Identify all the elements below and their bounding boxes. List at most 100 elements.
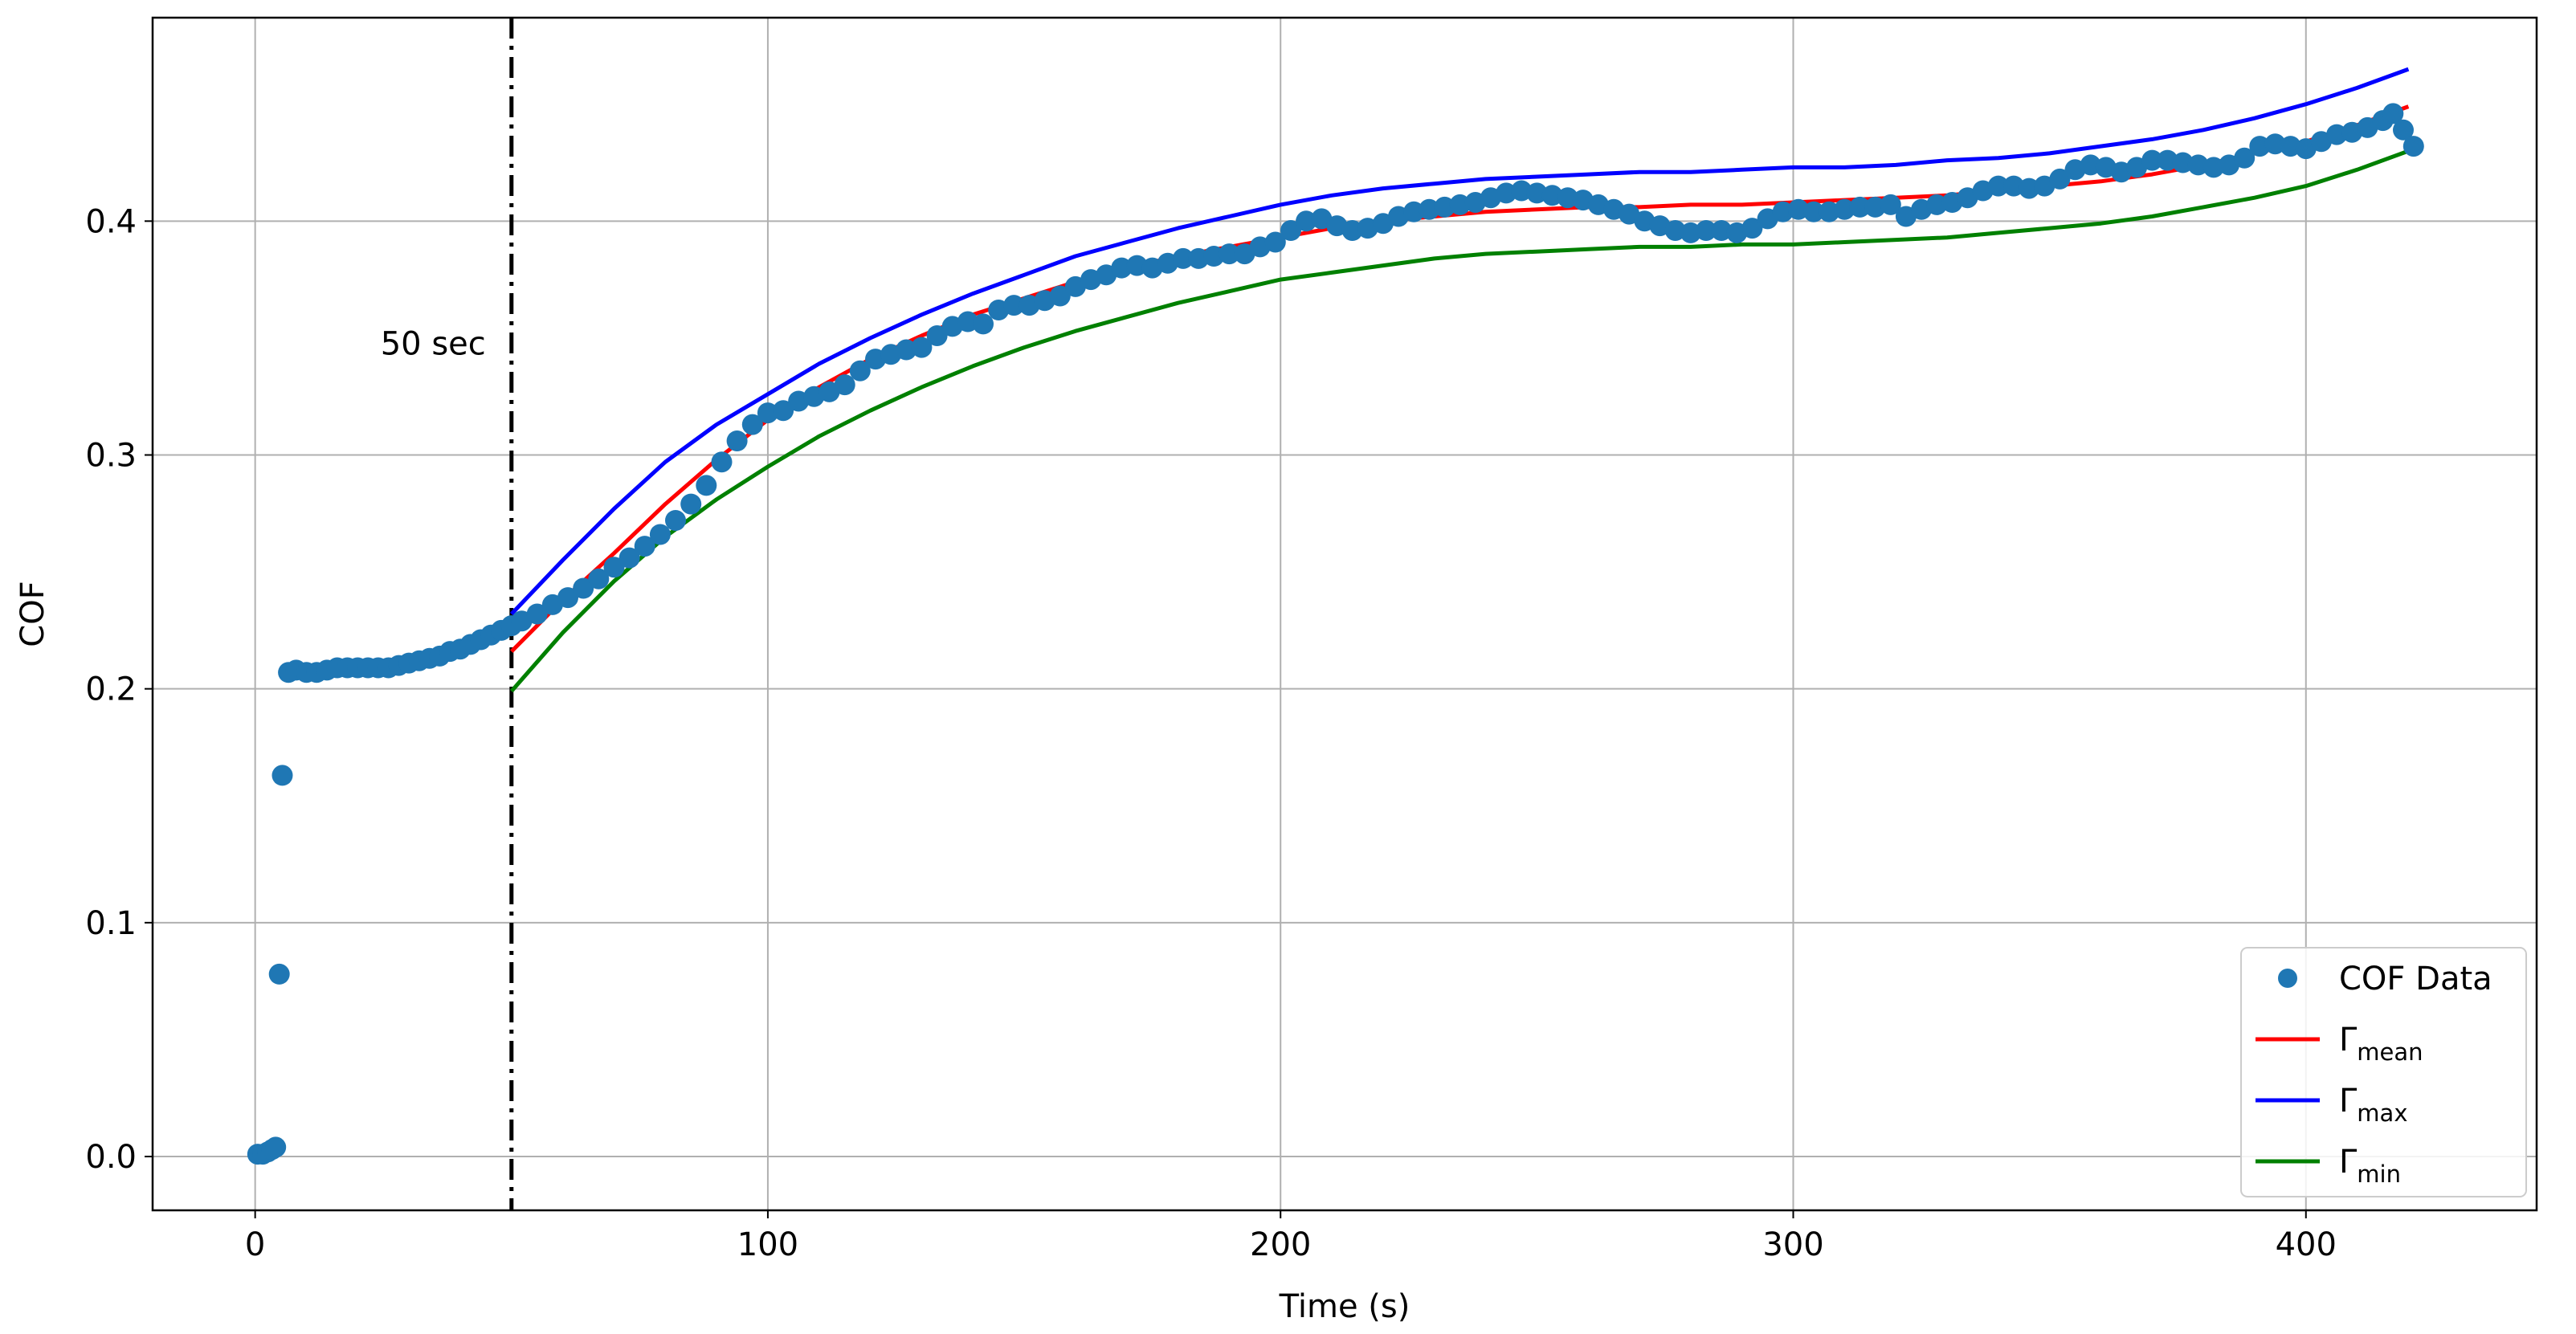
scatter-point <box>1557 187 1578 209</box>
legend-marker <box>2278 969 2297 988</box>
scatter-series-cof-data <box>247 103 2424 1165</box>
scatter-point <box>1526 182 1548 204</box>
scatter-point <box>1819 201 1840 222</box>
scatter-point <box>773 400 794 422</box>
legend-box <box>2240 947 2527 1197</box>
legend-entry-label: COF Data <box>2339 961 2492 997</box>
scatter-point <box>1803 201 1824 222</box>
legend-entry-text: Γ <box>2339 1144 2358 1181</box>
scatter-point <box>1341 220 1363 241</box>
scatter-point <box>957 311 978 332</box>
scatter-point <box>1849 196 1871 218</box>
legend-entry-text: Γ <box>2339 1083 2358 1120</box>
scatter-point <box>1541 185 1563 206</box>
legend-entry-label: Γmin <box>2339 1144 2401 1188</box>
scatter-point <box>757 402 778 424</box>
scatter-point <box>1280 220 1301 241</box>
scatter-point <box>603 557 625 578</box>
scatter-point <box>2157 149 2178 171</box>
scatter-point <box>1172 247 1194 269</box>
scatter-point <box>526 603 548 625</box>
scatter-point <box>1787 198 1809 220</box>
scatter-point <box>1419 198 1440 220</box>
legend-entry-label: Γmean <box>2339 1022 2423 1066</box>
scatter-point <box>2280 136 2301 157</box>
scatter-point <box>849 360 871 381</box>
scatter-point <box>665 510 686 531</box>
scatter-point <box>1219 243 1240 265</box>
scatter-point <box>557 587 578 609</box>
scatter-point <box>265 1136 287 1158</box>
scatter-point <box>2080 154 2101 176</box>
scatter-point <box>1003 295 1025 316</box>
legend-entry-subscript: max <box>2357 1099 2407 1127</box>
series-line-min <box>509 149 2410 693</box>
x-tick-label: 200 <box>1250 1226 1311 1263</box>
scatter-point <box>1926 194 1948 215</box>
scatter-point <box>2003 175 2024 197</box>
y-tick-label: 0.3 <box>85 438 137 475</box>
y-tick-label: 0.2 <box>85 671 137 708</box>
y-tick-label: 0.4 <box>85 203 137 240</box>
vline-annotation: 50 sec <box>381 325 486 362</box>
scatter-point <box>2382 103 2404 124</box>
legend-entry-text: Γ <box>2339 1022 2358 1059</box>
scatter-point <box>741 414 763 435</box>
x-tick-label: 400 <box>2276 1226 2337 1263</box>
scatter-point <box>271 765 293 786</box>
scatter-point <box>2393 119 2414 141</box>
scatter-point <box>973 313 994 335</box>
scatter-point <box>1188 247 1210 269</box>
scatter-point <box>1049 285 1071 307</box>
scatter-point <box>268 963 290 985</box>
scatter-point <box>1680 222 1701 243</box>
scatter-point <box>680 493 702 515</box>
scatter-point <box>1711 220 1733 241</box>
scatter-point <box>834 374 855 396</box>
scatter-point <box>1403 201 1425 222</box>
scatter-point <box>1834 198 1855 220</box>
scatter-point <box>2326 124 2348 145</box>
scatter-point <box>926 325 948 346</box>
scatter-point <box>2249 136 2271 157</box>
scatter-point <box>2402 136 2424 157</box>
scatter-point <box>1111 257 1133 279</box>
scatter-point <box>1203 246 1225 267</box>
x-tick-label: 300 <box>1762 1226 1823 1263</box>
x-tick-label: 0 <box>245 1226 265 1263</box>
x-axis-label: Time (s) <box>1279 1288 1410 1325</box>
scatter-point <box>2234 147 2256 169</box>
scatter-point <box>1741 218 1763 239</box>
legend-entry-subscript: min <box>2357 1161 2401 1188</box>
scatter-point <box>911 337 933 358</box>
scatter-point <box>2172 152 2194 173</box>
scatter-point <box>1296 210 1317 232</box>
plot-frame <box>151 16 2538 1212</box>
legend-entry-label: Γmax <box>2339 1083 2407 1127</box>
y-axis-label: COF <box>14 581 51 647</box>
x-tick-label: 100 <box>737 1226 798 1263</box>
scatter-point <box>649 524 671 545</box>
scatter-point <box>1696 220 1717 241</box>
grid <box>153 18 2537 1210</box>
scatter-point <box>588 568 610 589</box>
scatter-point <box>726 430 748 451</box>
scatter-point <box>896 339 917 361</box>
scatter-point <box>1664 220 1686 241</box>
scatter-point <box>634 536 655 557</box>
scatter-point <box>1264 231 1286 253</box>
scatter-point <box>2049 168 2071 190</box>
scatter-point <box>1496 182 1517 204</box>
scatter-point <box>2019 177 2040 199</box>
y-tick-label: 0.1 <box>85 905 137 942</box>
y-tick-label: 0.0 <box>85 1139 137 1176</box>
scatter-point <box>1511 180 1533 202</box>
scatter-point <box>2141 149 2163 171</box>
scatter-point <box>1880 194 1901 215</box>
scatter-point <box>2187 154 2209 176</box>
scatter-point <box>1772 201 1794 222</box>
scatter-point <box>1987 175 2009 197</box>
scatter-point <box>618 547 640 569</box>
scatter-point <box>1434 196 1455 218</box>
